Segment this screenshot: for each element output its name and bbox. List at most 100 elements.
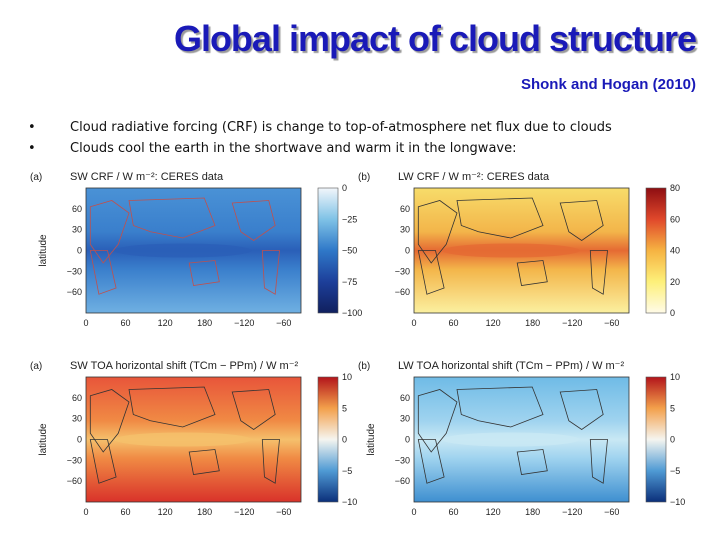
- map-frame: [413, 376, 630, 503]
- x-tick-label: 180: [525, 318, 540, 328]
- tropical-band: [441, 432, 580, 447]
- colorbar-tick-label: 0: [342, 183, 347, 193]
- bullet-text: Cloud radiative forcing (CRF) is change …: [70, 120, 612, 135]
- colorbar: [645, 187, 667, 314]
- x-tick-label: −60: [276, 318, 291, 328]
- colorbar-tick-label: 60: [670, 214, 680, 224]
- colorbar: [317, 187, 339, 314]
- continent-outline: [128, 386, 216, 428]
- colorbar-tick-label: 5: [342, 403, 347, 413]
- panel-title: SW TOA horizontal shift (TCm − PPm) / W …: [70, 360, 299, 372]
- panel-label: (a): [30, 361, 42, 372]
- y-axis-label: latitude: [38, 234, 49, 267]
- colorbar-tick-label: 0: [670, 308, 675, 318]
- colorbar-tick-label: −100: [342, 308, 362, 318]
- continent-outline: [89, 439, 117, 484]
- colorbar-tick-label: 80: [670, 183, 680, 193]
- bullet-dot-icon: •: [28, 141, 36, 156]
- continent-outline: [456, 386, 544, 428]
- y-tick-label: −30: [67, 455, 82, 465]
- y-tick-label: 60: [400, 393, 410, 403]
- panel-label: (b): [358, 361, 370, 372]
- panel-title: SW CRF / W m⁻²: CERES data: [70, 171, 224, 183]
- tropical-band: [441, 243, 580, 258]
- y-tick-label: 30: [72, 225, 82, 235]
- y-tick-label: 60: [72, 393, 82, 403]
- y-tick-label: −60: [67, 287, 82, 297]
- x-tick-label: −120: [234, 318, 254, 328]
- colorbar-tick-label: 10: [342, 372, 352, 382]
- x-tick-label: 120: [486, 507, 501, 517]
- y-tick-label: 30: [400, 225, 410, 235]
- x-tick-label: 120: [486, 318, 501, 328]
- colorbar-tick-label: −10: [670, 497, 685, 507]
- x-tick-label: −120: [562, 318, 582, 328]
- colorbar-tick-label: 0: [342, 435, 347, 445]
- sw-toa-shift-map-chart: (a) SW TOA horizontal shift (TCm − PPm) /…: [30, 360, 357, 517]
- y-tick-label: 0: [77, 435, 82, 445]
- tropical-band: [113, 243, 252, 258]
- panel-title: LW TOA horizontal shift (TCm − PPm) / W …: [398, 360, 624, 372]
- panel-label: (b): [358, 172, 370, 183]
- y-tick-label: −60: [67, 476, 82, 486]
- map-frame: [413, 187, 630, 314]
- y-tick-label: 0: [77, 246, 82, 256]
- colorbar: [645, 376, 667, 503]
- continent-outline: [89, 250, 117, 295]
- colorbar-tick-label: 5: [670, 403, 675, 413]
- bullet-item: • Clouds cool the earth in the shortwave …: [28, 138, 612, 159]
- x-tick-label: −120: [234, 507, 254, 517]
- x-tick-label: 0: [83, 507, 88, 517]
- x-tick-label: 120: [158, 507, 173, 517]
- colorbar-tick-label: 10: [670, 372, 680, 382]
- continent-outline: [589, 250, 608, 295]
- x-tick-label: 180: [197, 507, 212, 517]
- colorbar-tick-label: −5: [670, 466, 680, 476]
- x-tick-label: 60: [449, 507, 459, 517]
- x-tick-label: −120: [562, 507, 582, 517]
- continent-outline: [89, 389, 130, 453]
- continent-outline: [417, 200, 458, 264]
- colorbar-tick-label: 40: [670, 246, 680, 256]
- map-frame: [85, 376, 302, 503]
- continent-outline: [417, 250, 445, 295]
- continent-outline: [456, 197, 544, 239]
- panel-title: LW CRF / W m⁻²: CERES data: [398, 171, 550, 183]
- x-tick-label: 60: [121, 318, 131, 328]
- x-tick-label: −60: [276, 507, 291, 517]
- slide-title: Global impact of cloud structure: [173, 18, 697, 59]
- y-tick-label: −60: [395, 287, 410, 297]
- continent-outline: [559, 389, 604, 430]
- map-frame: [85, 187, 302, 314]
- bullet-item: • Cloud radiative forcing (CRF) is change…: [28, 117, 612, 138]
- colorbar-tick-label: 0: [670, 435, 675, 445]
- y-tick-label: 30: [400, 414, 410, 424]
- y-axis-label: latitude: [366, 423, 377, 456]
- x-tick-label: −60: [604, 318, 619, 328]
- continent-outline: [231, 200, 276, 241]
- y-axis-label: latitude: [38, 423, 49, 456]
- y-tick-label: 60: [400, 204, 410, 214]
- y-tick-label: 0: [405, 435, 410, 445]
- bullet-text: Clouds cool the earth in the shortwave a…: [70, 141, 517, 156]
- bullet-dot-icon: •: [28, 120, 36, 135]
- continent-outline: [417, 389, 458, 453]
- citation: Shonk and Hogan (2010): [520, 76, 696, 93]
- continent-outline: [559, 200, 604, 241]
- lw-crf-map-chart: (b) LW CRF / W m⁻²: CERES data 60 30 0 −30 −60…: [358, 171, 680, 328]
- continent-outline: [188, 260, 220, 286]
- continent-outline: [261, 250, 280, 295]
- continent-outline: [417, 439, 445, 484]
- continent-outline: [188, 449, 220, 475]
- y-tick-label: 30: [72, 414, 82, 424]
- colorbar-tick-label: 20: [670, 277, 680, 287]
- colorbar-tick-label: −25: [342, 214, 357, 224]
- panel-label: (a): [30, 172, 42, 183]
- x-tick-label: 180: [525, 507, 540, 517]
- y-tick-label: 0: [405, 246, 410, 256]
- x-tick-label: 120: [158, 318, 173, 328]
- colorbar-tick-label: −50: [342, 246, 357, 256]
- x-tick-label: 0: [411, 318, 416, 328]
- sw-crf-map-chart: (a) SW CRF / W m⁻²: CERES data latitude 60 3…: [30, 171, 362, 328]
- y-tick-label: −30: [395, 266, 410, 276]
